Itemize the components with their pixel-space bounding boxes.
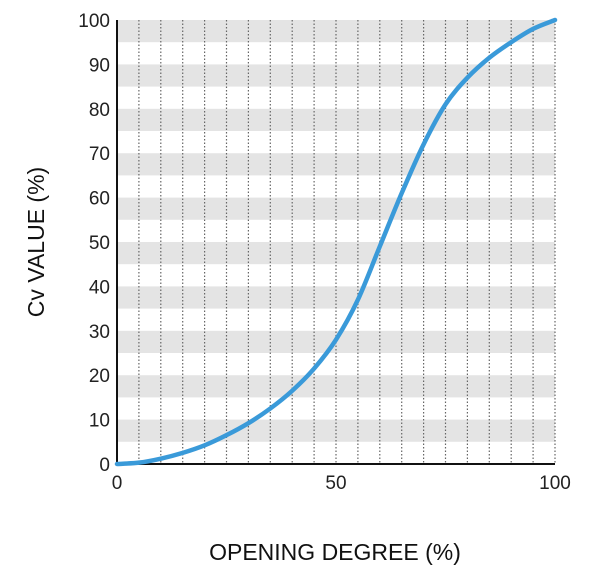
y-tick-labels: 0 10 20 30 40 50 60 70 80 90 100: [78, 11, 110, 476]
data-series: [114, 17, 558, 467]
y-tick-label-50: 50: [89, 233, 110, 254]
y-tick-label-60: 60: [89, 189, 110, 210]
x-tick-label-100: 100: [539, 473, 571, 494]
y-tick-label-30: 30: [89, 322, 110, 343]
x-axis-title: OPENING DEGREE (%): [209, 539, 461, 565]
x-tick-label-50: 50: [325, 473, 346, 494]
x-tick-label-0: 0: [112, 473, 123, 494]
y-tick-label-40: 40: [89, 277, 110, 298]
x-tick-labels: 0 50 100: [112, 473, 571, 494]
y-tick-label-80: 80: [89, 100, 110, 121]
y-tick-label-100: 100: [78, 11, 110, 32]
y-tick-label-70: 70: [89, 144, 110, 165]
y-tick-label-10: 10: [89, 411, 110, 432]
series-line-0: [114, 17, 558, 467]
y-tick-label-0: 0: [99, 455, 110, 476]
axes: [116, 20, 555, 465]
y-axis-title: Cv VALUE (%): [23, 167, 49, 317]
y-tick-label-90: 90: [89, 55, 110, 76]
y-tick-label-20: 20: [89, 366, 110, 387]
grid-band-1: [117, 375, 555, 398]
